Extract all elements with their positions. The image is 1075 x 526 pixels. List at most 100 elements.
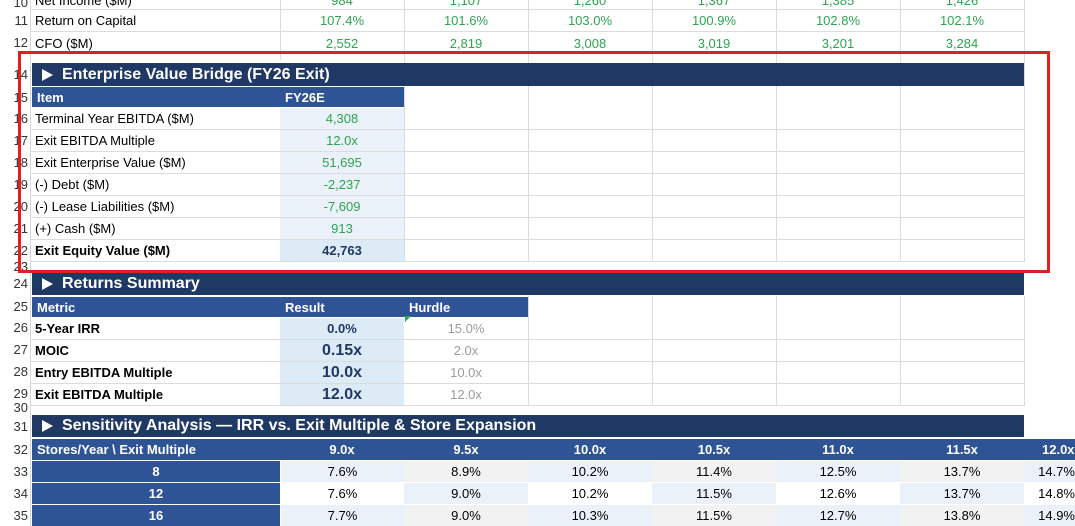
sensitivity-irr-cell[interactable]: 14.8% [1024,483,1075,504]
row-number[interactable]: 20 [13,199,28,214]
sensitivity-irr-cell[interactable]: 9.0% [404,483,528,504]
row-number[interactable]: 23 [13,259,28,274]
ev-item-label[interactable]: (-) Debt ($M) [30,174,280,196]
row-number[interactable]: 34 [13,486,28,501]
returns-metric-label[interactable]: Entry EBITDA Multiple [30,362,280,384]
sensitivity-multiple-header[interactable]: 11.5x [900,439,1024,460]
returns-hurdle-value[interactable]: 15.0% [404,318,528,340]
row-number[interactable]: 14 [13,67,28,82]
cell-value[interactable]: 1,107 [404,0,528,10]
cell-value[interactable]: 3,008 [573,35,607,51]
sensitivity-stores-label[interactable]: 8 [32,461,280,482]
cell-value[interactable]: 100.9% [652,10,776,32]
row-number[interactable]: 31 [13,419,28,434]
returns-hurdle-value[interactable]: 10.0x [404,362,528,384]
ev-item-value-total[interactable]: 42,763 [280,240,404,262]
cell-value[interactable]: 3,201 [821,35,855,51]
sensitivity-irr-cell[interactable]: 10.2% [528,461,652,482]
sensitivity-irr-cell[interactable]: 7.6% [281,461,404,482]
cell-value[interactable]: 102.1% [900,10,1024,32]
sensitivity-irr-cell[interactable]: 11.4% [652,461,776,482]
cell-value[interactable]: 2,552 [325,35,359,51]
row-number[interactable]: 18 [13,155,28,170]
ev-item-value[interactable]: 51,695 [280,152,404,174]
cell-label-cfo[interactable]: CFO ($M) [35,35,93,51]
sensitivity-irr-cell[interactable]: 9.0% [404,505,528,526]
row-number[interactable]: 19 [13,177,28,192]
row-number[interactable]: 15 [13,90,28,105]
ev-item-label[interactable]: (-) Lease Liabilities ($M) [30,196,280,218]
returns-header-result[interactable]: Result [280,297,404,317]
cell-value[interactable]: 102.8% [776,10,900,32]
ev-item-label[interactable]: Exit Enterprise Value ($M) [30,152,280,174]
cell-label-return-on-capital[interactable]: Return on Capital [30,10,280,32]
ev-bridge-section-title[interactable]: Enterprise Value Bridge (FY26 Exit) [32,63,1024,86]
row-number[interactable]: 25 [13,299,28,314]
cell-value[interactable]: 1,426 [900,0,1024,10]
cell-value[interactable]: 3,019 [697,35,731,51]
row-number[interactable]: 16 [13,111,28,126]
sensitivity-irr-cell[interactable]: 12.6% [776,483,900,504]
returns-header-hurdle[interactable]: Hurdle [404,297,528,317]
returns-result-value[interactable]: 0.15x [280,340,404,362]
row-number[interactable]: 29 [13,386,28,401]
returns-result-value[interactable]: 10.0x [280,362,404,384]
sensitivity-irr-cell[interactable]: 13.7% [900,461,1024,482]
row-number[interactable]: 35 [13,508,28,523]
sensitivity-irr-cell[interactable]: 13.7% [900,483,1024,504]
sensitivity-multiple-header[interactable]: 10.5x [652,439,776,460]
returns-result-value[interactable]: 12.0x [280,384,404,406]
row-number[interactable]: 22 [13,243,28,258]
cell-value[interactable]: 107.4% [280,10,404,32]
sensitivity-irr-cell[interactable]: 12.7% [776,505,900,526]
row-number[interactable]: 27 [13,342,28,357]
cell-value[interactable]: 101.6% [404,10,528,32]
ev-item-label[interactable]: (+) Cash ($M) [30,218,280,240]
sensitivity-irr-cell[interactable]: 13.8% [900,505,1024,526]
returns-result-value[interactable]: 0.0% [280,318,404,340]
sensitivity-irr-cell[interactable]: 12.5% [776,461,900,482]
row-number[interactable]: 28 [13,364,28,379]
sensitivity-multiple-header[interactable]: 9.5x [404,439,528,460]
sensitivity-irr-cell[interactable]: 10.3% [528,505,652,526]
row-number[interactable]: 26 [13,320,28,335]
row-number[interactable]: 32 [13,442,28,457]
sensitivity-corner-header[interactable]: Stores/Year \ Exit Multiple [32,439,280,460]
sensitivity-multiple-header[interactable]: 9.0x [280,439,404,460]
row-number[interactable]: 10 [13,0,28,10]
row-number[interactable]: 17 [13,133,28,148]
cell-value[interactable]: 2,819 [449,35,483,51]
sensitivity-irr-cell[interactable]: 11.5% [652,505,776,526]
ev-bridge-header-item[interactable]: Item [32,87,280,107]
row-number[interactable]: 30 [13,400,28,415]
row-number[interactable]: 12 [13,35,28,50]
sensitivity-irr-cell[interactable]: 14.7% [1024,461,1075,482]
cell-value[interactable]: 103.0% [528,10,652,32]
cell-value[interactable]: 1,367 [652,0,776,10]
ev-item-value[interactable]: -7,609 [280,196,404,218]
row-number[interactable]: 21 [13,221,28,236]
row-number[interactable]: 33 [13,464,28,479]
ev-item-value[interactable]: 913 [280,218,404,240]
sensitivity-irr-cell[interactable]: 10.2% [528,483,652,504]
ev-item-value[interactable]: 12.0x [280,130,404,152]
cell-value[interactable]: 1,385 [776,0,900,10]
sensitivity-stores-label[interactable]: 12 [32,483,280,504]
ev-item-value[interactable]: 4,308 [280,108,404,130]
sensitivity-irr-cell[interactable]: 7.7% [281,505,404,526]
sensitivity-irr-cell[interactable]: 7.6% [281,483,404,504]
returns-hurdle-value[interactable]: 12.0x [404,384,528,406]
cell-value[interactable]: 3,284 [945,35,979,51]
ev-item-value[interactable]: -2,237 [280,174,404,196]
sensitivity-multiple-header[interactable]: 11.0x [776,439,900,460]
cell-value[interactable]: 1,260 [528,0,652,10]
sensitivity-multiple-header[interactable]: 10.0x [528,439,652,460]
ev-item-label[interactable]: Exit EBITDA Multiple [30,130,280,152]
sensitivity-irr-cell[interactable]: 14.9% [1024,505,1075,526]
cell-label-net-income[interactable]: Net Income ($M) [30,0,280,10]
returns-section-title[interactable]: Returns Summary [32,273,1024,295]
cell-value[interactable]: 984 [280,0,404,10]
sensitivity-irr-cell[interactable]: 11.5% [652,483,776,504]
returns-header-metric[interactable]: Metric [32,297,280,317]
returns-metric-label[interactable]: Exit EBITDA Multiple [30,384,280,406]
